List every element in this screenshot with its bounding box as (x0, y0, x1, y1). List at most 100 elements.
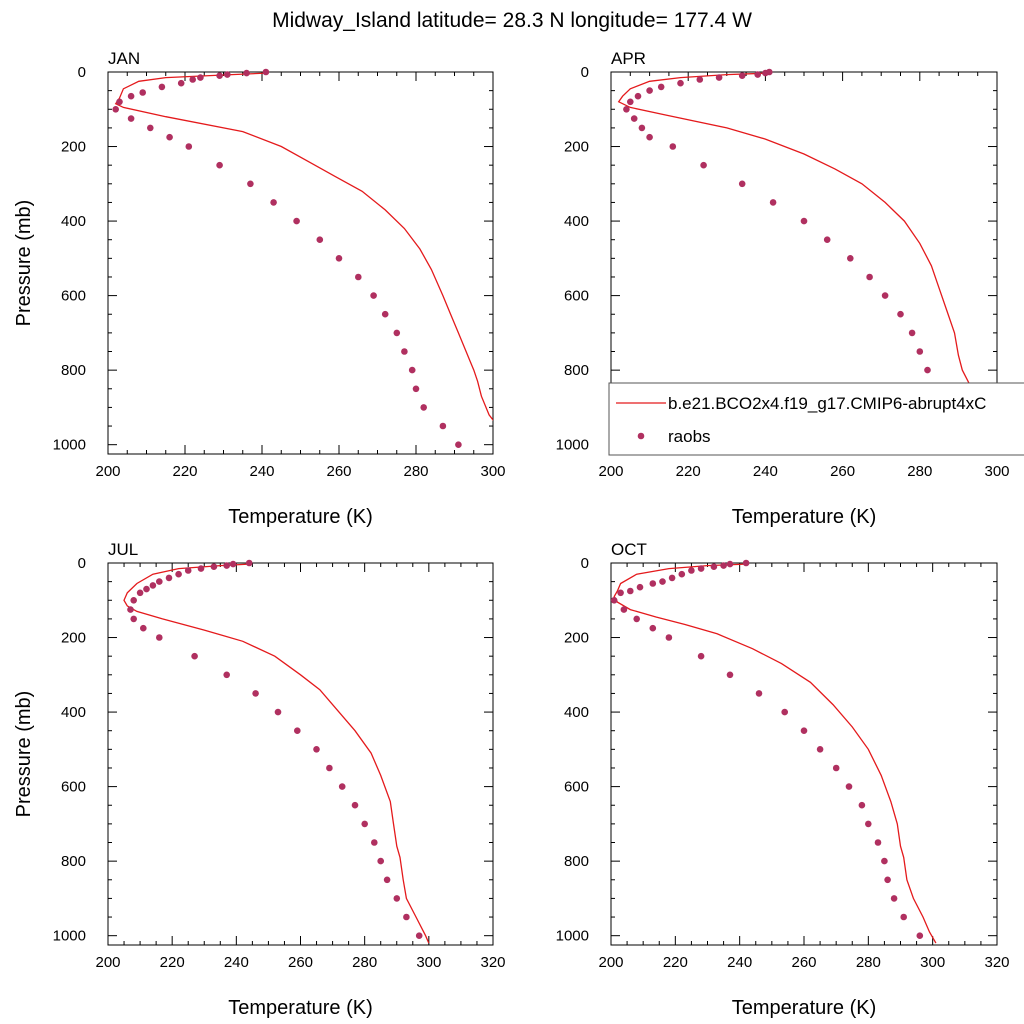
x-tick-label: 320 (480, 954, 505, 971)
x-tick-label: 280 (352, 954, 377, 971)
obs-point (355, 273, 362, 281)
y-tick-label: 0 (581, 555, 589, 572)
obs-point (143, 585, 150, 593)
obs-point (800, 217, 808, 225)
x-tick-label: 240 (224, 954, 249, 971)
obs-point (158, 83, 166, 91)
y-tick-label: 0 (78, 64, 86, 81)
obs-point (439, 422, 447, 430)
obs-point (677, 79, 684, 87)
obs-point (166, 133, 173, 141)
obs-point (136, 589, 144, 597)
x-tick-label: 300 (480, 463, 505, 480)
y-tick-label: 800 (564, 362, 589, 379)
obs-point (140, 624, 147, 632)
panels: JAN 200 220 240 260 280 300 0 200 400 600 800 1000 Te… (13, 49, 1010, 1019)
y-tick-label: 1000 (556, 928, 589, 945)
model-profile-line (123, 563, 430, 944)
x-axis-label: Temperature (K) (228, 997, 373, 1019)
obs-point (420, 404, 428, 411)
obs-point (738, 180, 746, 188)
obs-point (383, 876, 391, 884)
x-tick-label: 300 (416, 954, 441, 971)
obs-point (627, 587, 634, 595)
y-tick-label: 600 (564, 779, 589, 796)
obs-point (678, 570, 686, 578)
y-tick-label: 0 (78, 555, 86, 572)
x-tick-label: 240 (727, 954, 752, 971)
legend-obs-label: raobs (668, 427, 711, 446)
obs-point (216, 161, 223, 169)
x-axis-label: Temperature (K) (732, 997, 877, 1019)
obs-point (630, 115, 638, 122)
obs-point (832, 764, 840, 772)
x-tick-label: 220 (172, 463, 197, 480)
obs-point (668, 574, 676, 582)
panel-jul: JUL 200 220 240 260 280 300 320 0 200 400 600 800 100… (13, 540, 506, 1019)
obs-point (401, 348, 408, 355)
obs-point (338, 783, 346, 790)
obs-point (847, 254, 854, 262)
obs-point (726, 671, 734, 679)
panel-apr: APR 200 220 240 260 280 300 0 200 400 600 800 1000 Te… (556, 49, 1010, 528)
obs-point (881, 292, 889, 299)
obs-point (156, 634, 163, 641)
obs-point (247, 180, 254, 188)
obs-point (874, 839, 882, 846)
y-tick-label: 1000 (53, 437, 86, 454)
obs-point (908, 329, 916, 337)
obs-point (816, 746, 824, 753)
obs-point (715, 74, 723, 81)
y-tick-label: 800 (61, 362, 86, 379)
obs-point (184, 567, 192, 574)
obs-point (403, 913, 410, 921)
obs-point (165, 574, 173, 582)
obs-point (370, 292, 377, 299)
obs-point (638, 124, 646, 132)
x-tick-label: 240 (753, 463, 778, 480)
obs-point (223, 671, 230, 679)
obs-point (633, 615, 640, 623)
obs-point (377, 857, 385, 865)
obs-point (223, 562, 230, 569)
obs-point (262, 68, 270, 76)
obs-point (270, 199, 277, 206)
obs-point (393, 895, 401, 902)
obs-point (726, 560, 734, 568)
obs-point (127, 92, 135, 100)
x-axis-label: Temperature (K) (228, 506, 373, 528)
obs-point (754, 71, 761, 78)
x-tick-label: 320 (984, 954, 1009, 971)
x-tick-label: 220 (676, 463, 701, 480)
y-tick-label: 800 (61, 853, 86, 870)
x-tick-label: 200 (95, 463, 120, 480)
legend-obs-marker (637, 432, 645, 440)
obs-point (139, 89, 146, 96)
obs-point (335, 254, 343, 262)
y-axis-label: Pressure (mb) (13, 200, 35, 327)
x-tick-label: 240 (249, 463, 274, 480)
obs-point (191, 652, 198, 660)
x-tick-label: 280 (403, 463, 428, 480)
obs-point (924, 366, 931, 374)
obs-point (229, 560, 237, 568)
obs-point (197, 74, 204, 81)
panel-label: OCT (611, 540, 647, 559)
obs-point (127, 606, 134, 613)
obs-point (769, 199, 777, 206)
panel-label: APR (611, 49, 646, 68)
obs-point (245, 559, 253, 567)
obs-point (293, 217, 300, 225)
obs-point (800, 727, 808, 734)
obs-point (646, 87, 653, 94)
obs-point (224, 71, 231, 78)
obs-point (412, 385, 420, 393)
obs-point (688, 567, 695, 574)
obs-point (274, 708, 282, 716)
obs-point (762, 69, 769, 77)
panel-label: JUL (108, 540, 138, 559)
obs-point (710, 563, 718, 570)
obs-point (881, 857, 888, 865)
x-tick-label: 200 (598, 954, 623, 971)
y-tick-label: 800 (564, 853, 589, 870)
